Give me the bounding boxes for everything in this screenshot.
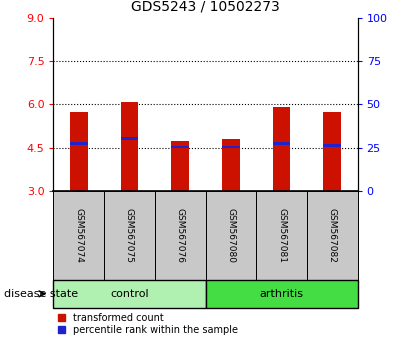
- Bar: [206, 280, 358, 308]
- Text: arthritis: arthritis: [259, 289, 304, 299]
- Bar: [323, 144, 341, 147]
- Bar: [155, 191, 206, 280]
- Text: GSM567075: GSM567075: [125, 208, 134, 263]
- Bar: [120, 137, 139, 140]
- Title: GDS5243 / 10502273: GDS5243 / 10502273: [131, 0, 280, 14]
- Text: GSM567082: GSM567082: [328, 208, 337, 263]
- Bar: [70, 112, 88, 191]
- Bar: [256, 191, 307, 280]
- Text: GSM567074: GSM567074: [74, 208, 83, 263]
- Bar: [53, 191, 104, 280]
- Bar: [53, 280, 206, 308]
- Text: control: control: [110, 289, 149, 299]
- Bar: [171, 141, 189, 191]
- Bar: [70, 142, 88, 145]
- Bar: [171, 146, 189, 148]
- Bar: [104, 191, 155, 280]
- Text: GSM567081: GSM567081: [277, 208, 286, 263]
- Bar: [307, 191, 358, 280]
- Bar: [206, 191, 256, 280]
- Bar: [222, 139, 240, 191]
- Bar: [272, 107, 291, 191]
- Bar: [323, 112, 341, 191]
- Legend: transformed count, percentile rank within the sample: transformed count, percentile rank withi…: [58, 313, 238, 335]
- Bar: [222, 146, 240, 148]
- Bar: [120, 102, 139, 191]
- Text: GSM567080: GSM567080: [226, 208, 236, 263]
- Bar: [272, 142, 291, 145]
- Text: GSM567076: GSM567076: [175, 208, 185, 263]
- Text: disease state: disease state: [4, 289, 78, 299]
